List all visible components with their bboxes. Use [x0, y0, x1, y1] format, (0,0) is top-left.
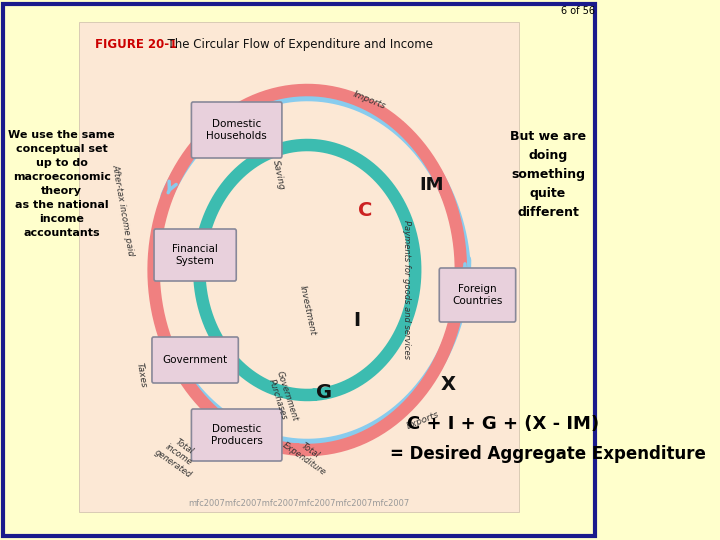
FancyBboxPatch shape	[192, 409, 282, 461]
FancyBboxPatch shape	[154, 229, 236, 281]
Text: We use the same
conceptual set
up to do
macroeconomic
theory
as the national
inc: We use the same conceptual set up to do …	[9, 130, 115, 238]
Text: Domestic
Producers: Domestic Producers	[211, 424, 263, 446]
Text: Foreign
Countries: Foreign Countries	[452, 284, 503, 306]
Text: = Desired Aggregate Expenditure: = Desired Aggregate Expenditure	[390, 445, 706, 463]
Text: Imports: Imports	[352, 89, 387, 111]
Text: IM: IM	[420, 176, 444, 194]
Text: Exports: Exports	[406, 409, 441, 430]
Text: Payments for goods and services: Payments for goods and services	[402, 220, 411, 360]
FancyBboxPatch shape	[439, 268, 516, 322]
Text: 6 of 56: 6 of 56	[561, 6, 595, 16]
Text: Government: Government	[163, 355, 228, 365]
Text: Saving: Saving	[271, 159, 286, 191]
Text: Taxes: Taxes	[135, 362, 148, 388]
Text: C + I + G + (X - IM): C + I + G + (X - IM)	[407, 415, 599, 433]
Bar	[79, 22, 519, 512]
Text: mfc2007mfc2007mfc2007mfc2007mfc2007mfc2007: mfc2007mfc2007mfc2007mfc2007mfc2007mfc20…	[189, 499, 410, 508]
Text: I: I	[354, 310, 361, 329]
Text: But we are
doing
something
quite
different: But we are doing something quite differe…	[510, 130, 586, 219]
Text: C: C	[358, 200, 372, 219]
FancyBboxPatch shape	[152, 337, 238, 383]
Text: After-tax income paid: After-tax income paid	[110, 164, 135, 256]
Text: Domestic
Households: Domestic Households	[207, 119, 267, 141]
Text: Investment: Investment	[297, 284, 317, 336]
Text: Government
Purchases: Government Purchases	[265, 370, 300, 426]
Text: The Circular Flow of Expenditure and Income: The Circular Flow of Expenditure and Inc…	[161, 38, 433, 51]
Text: X: X	[441, 375, 456, 395]
Text: FIGURE 20-1: FIGURE 20-1	[96, 38, 178, 51]
Text: Total
Expenditure: Total Expenditure	[281, 433, 333, 477]
Text: G: G	[316, 383, 332, 402]
Text: Financial
System: Financial System	[172, 244, 218, 266]
FancyBboxPatch shape	[192, 102, 282, 158]
Text: Total
income
generated: Total income generated	[152, 430, 204, 480]
